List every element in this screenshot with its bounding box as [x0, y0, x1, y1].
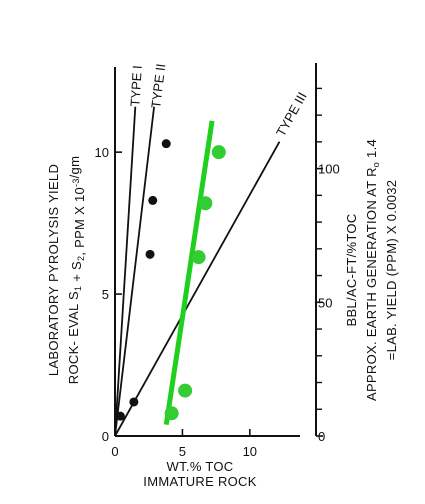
data-point-green [191, 250, 206, 265]
data-point-green [178, 383, 193, 398]
y-left-tick-label: 0 [102, 429, 109, 444]
x-tick-label: 10 [243, 444, 257, 459]
reference-line-label: TYPE II [148, 63, 168, 109]
x-axis-label: IMMATURE ROCK [143, 474, 256, 489]
axes [114, 63, 323, 437]
data-point-black [145, 249, 155, 259]
y-left-tick-label: 5 [102, 287, 109, 302]
data-point-black [129, 397, 139, 407]
reference-line-label: TYPE III [273, 90, 310, 140]
data-point-green [164, 406, 179, 421]
y-axis-right-label: APPROX. EARTH GENERATION AT Ro 1.4 [364, 139, 381, 401]
y-left-tick-label: 10 [95, 145, 109, 160]
x-axis-label: WT.% TOC [167, 459, 234, 474]
data-point-green [198, 196, 213, 211]
data-point-black [161, 139, 171, 149]
y-axis-left-label: ROCK- EVAL S1 + S2, PPM X 10-3/gm [66, 156, 87, 384]
y-axis-left-label: LABORATORY PYROLYSIS YIELD [46, 164, 61, 376]
y-right-tick-label: 50 [318, 295, 332, 310]
reference-line-type-iii [114, 141, 281, 437]
y-right-tick-label: 0 [318, 429, 325, 444]
reference-line-type-ii [114, 106, 155, 437]
x-tick-label: 5 [179, 444, 186, 459]
data-point-black [148, 195, 158, 205]
data-points [115, 139, 226, 421]
trend-line [163, 120, 215, 426]
data-point-green [211, 145, 226, 160]
reference-line-label: TYPE I [127, 65, 145, 107]
data-point-black [115, 411, 125, 421]
trend-line-group [163, 120, 215, 426]
y-axis-right-label: BBL/AC-FT/%TOC [344, 213, 359, 326]
y-axis-right-label: =LAB. YIELD (PPM) X 0.0032 [384, 180, 399, 361]
reference-lines [114, 106, 281, 437]
x-tick-label: 0 [111, 444, 118, 459]
y-right-tick-label: 100 [318, 162, 340, 177]
reference-line-type-i [114, 106, 137, 437]
